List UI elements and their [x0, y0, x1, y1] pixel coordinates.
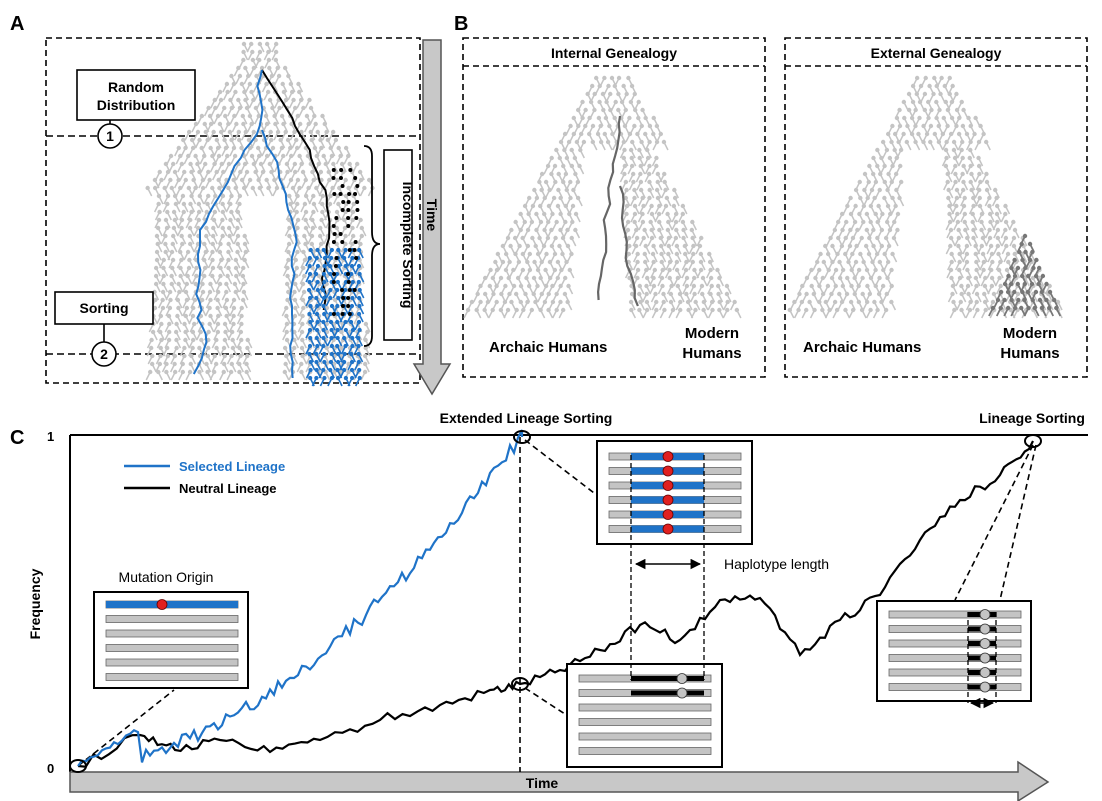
neutral-at-extended-marker	[511, 677, 529, 691]
random-distribution-box	[76, 69, 196, 121]
haplotype-length-label: Haplotype length	[724, 556, 829, 572]
y-tick-0: 0	[47, 761, 54, 776]
neutral-lineage-dots	[331, 168, 360, 316]
lineage-sorting-label: Lineage Sorting	[979, 410, 1085, 426]
external-genealogy-highlight	[988, 233, 1062, 317]
marker-2-label: 2	[100, 346, 108, 362]
y-axis-label: Frequency	[27, 568, 43, 639]
panel-a: A Random Distribution 1 Sorting 2 Incomp…	[10, 13, 452, 396]
external-archaic-humans-label: Archaic Humans	[803, 339, 921, 356]
external-modern-humans-label-line1: Modern	[1003, 325, 1057, 342]
external-genealogy-frame	[784, 37, 1088, 378]
incomplete-sorting-brace	[363, 145, 381, 347]
panel-c-letter: C	[10, 427, 24, 449]
time-arrow-vertical-label: Time	[424, 199, 440, 232]
time-arrow-vertical	[412, 39, 452, 396]
internal-genealogy-frame	[462, 37, 766, 378]
legend-neutral-label: Neutral Lineage	[179, 481, 277, 496]
lineage-sorting-marker	[1024, 434, 1042, 448]
incomplete-sorting-box	[383, 149, 413, 341]
panel-a-frame	[45, 37, 421, 384]
panel-c: C 1 0 Frequency Time Extended Lineage So…	[10, 410, 1088, 801]
y-tick-1: 1	[47, 429, 54, 444]
external-modern-humans-label-line2: Humans	[1000, 345, 1059, 362]
sorting-label: Sorting	[80, 300, 129, 316]
external-genealogy-title: External Genealogy	[871, 45, 1002, 61]
selected-lineage-curve	[77, 429, 524, 767]
internal-modern-humans-label-line1: Modern	[685, 325, 739, 342]
internal-genealogy-title: Internal Genealogy	[551, 45, 677, 61]
time-arrow-horizontal	[69, 760, 1050, 801]
panel-b: B Internal Genealogy Archaic Humans Mode…	[454, 13, 1088, 378]
mutation-origin-marker	[69, 759, 87, 773]
random-distribution-label-line1: Random	[108, 79, 164, 95]
legend-selected-label: Selected Lineage	[179, 459, 285, 474]
panel-a-letter: A	[10, 13, 24, 35]
random-distribution-label-line2: Distribution	[97, 97, 176, 113]
mutation-origin-inset	[93, 591, 249, 689]
external-genealogy-tree	[787, 75, 1063, 319]
panel-b-letter: B	[454, 13, 468, 35]
marker-1-label: 1	[106, 128, 114, 144]
x-axis-label: Time	[526, 775, 559, 791]
neutral-lineage-path	[261, 69, 331, 311]
internal-genealogy-highlight	[596, 115, 639, 307]
marker-2-circle	[91, 341, 117, 367]
neutral-haplotype-inset	[566, 663, 723, 768]
internal-modern-humans-label-line2: Humans	[682, 345, 741, 362]
incomplete-sorting-label: Incomplete Sorting	[400, 182, 416, 309]
lineage-sorting-inset	[876, 600, 1032, 702]
selected-lineage-path	[192, 69, 298, 379]
extended-lineage-sorting-label: Extended Lineage Sorting	[440, 410, 613, 426]
neutral-lineage-curve	[77, 440, 1034, 768]
marker-1-circle	[97, 123, 123, 149]
internal-genealogy-tree	[463, 75, 742, 319]
extended-sorting-marker	[513, 430, 531, 444]
mutation-origin-label: Mutation Origin	[119, 569, 214, 585]
internal-archaic-humans-label: Archaic Humans	[489, 339, 607, 356]
extended-sorting-haplotype-inset	[596, 440, 753, 545]
